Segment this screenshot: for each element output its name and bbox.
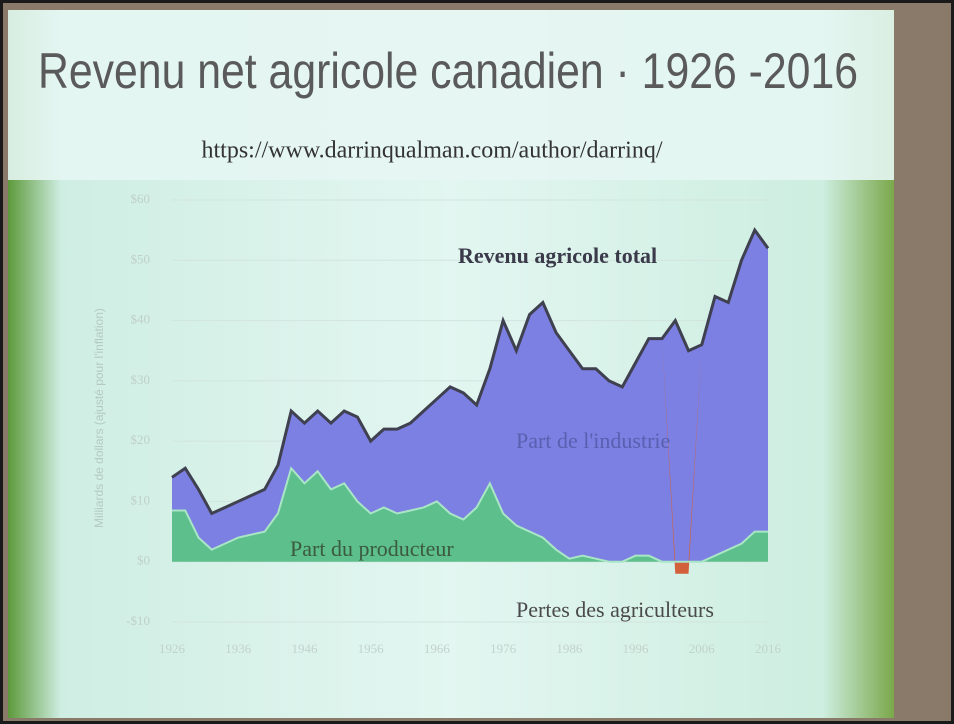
subtitle: https://www.darrinqualman.com/author/dar… xyxy=(201,138,662,164)
annotation: Revenu agricole total xyxy=(458,243,657,268)
y-tick-label: $40 xyxy=(131,312,151,327)
series-label: Part de l'industrie xyxy=(516,428,670,453)
y-axis-label: Milliards de dollars (ajusté pour l'infl… xyxy=(92,308,106,528)
x-tick-label: 1936 xyxy=(225,641,252,656)
x-tick-label: 1996 xyxy=(623,641,650,656)
y-tick-label: $20 xyxy=(131,432,151,447)
series-label: Pertes des agriculteurs xyxy=(516,597,714,622)
y-tick-label: $60 xyxy=(131,191,151,206)
x-tick-label: 1986 xyxy=(556,641,583,656)
slide-photo: Revenu net agricole canadien · 1926 -201… xyxy=(0,0,954,724)
y-tick-label: $50 xyxy=(131,251,151,266)
page: {"chart_data": { "type": "stacked-area",… xyxy=(0,0,954,724)
series-label: Part du producteur xyxy=(290,536,454,561)
y-tick-label: $0 xyxy=(137,553,150,568)
x-tick-label: 1976 xyxy=(490,641,517,656)
y-tick-label: -$10 xyxy=(126,613,150,628)
x-tick-label: 1966 xyxy=(424,641,451,656)
x-tick-label: 1926 xyxy=(159,641,186,656)
x-tick-label: 2006 xyxy=(689,641,716,656)
y-tick-label: $30 xyxy=(131,372,151,387)
x-tick-label: 2016 xyxy=(755,641,782,656)
x-tick-label: 1946 xyxy=(291,641,318,656)
y-tick-label: $10 xyxy=(131,492,151,507)
x-tick-label: 1956 xyxy=(358,641,385,656)
chart-title: Revenu net agricole canadien · 1926 -201… xyxy=(38,43,858,99)
